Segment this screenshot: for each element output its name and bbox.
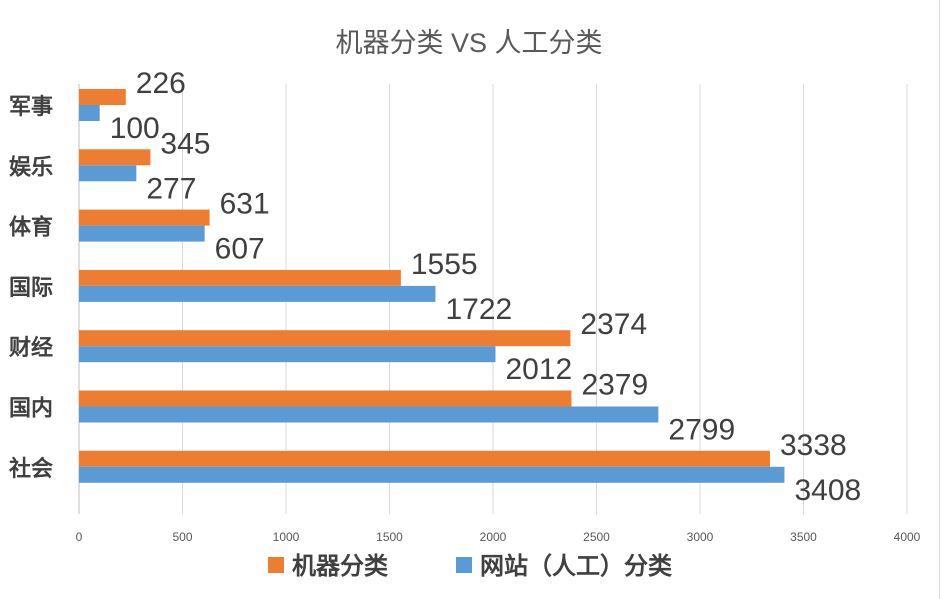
category-label: 社会 <box>9 456 53 481</box>
category-label: 娱乐 <box>9 154 53 179</box>
data-label-machine: 3338 <box>780 429 847 462</box>
data-label-machine: 2374 <box>580 308 647 341</box>
legend: 机器分类 网站（人工）分类 <box>268 553 673 580</box>
bar-machine <box>79 209 210 226</box>
legend-label: 网站（人工）分类 <box>480 553 673 580</box>
category-label: 体育 <box>9 215 53 240</box>
x-tick-label: 0 <box>76 530 83 544</box>
bar-website <box>79 165 137 182</box>
legend-swatch <box>456 557 472 573</box>
x-tick-label: 3000 <box>687 530 714 544</box>
bar-website <box>79 285 436 302</box>
category-label: 军事 <box>9 94 53 119</box>
data-label-machine: 345 <box>160 127 210 160</box>
data-label-machine: 2379 <box>581 369 648 402</box>
bar-machine <box>79 330 571 347</box>
data-label-machine: 1555 <box>411 248 478 281</box>
data-label-website: 3408 <box>794 474 861 507</box>
data-label-website: 100 <box>110 112 160 145</box>
x-tick-labels: 0 500 1000 1500 2000 2500 3000 3500 4000 <box>76 530 921 544</box>
chart-title: 机器分类 VS 人工分类 <box>335 28 602 58</box>
bar-machine <box>79 89 126 105</box>
bar-machine <box>79 390 572 407</box>
category-label: 国内 <box>9 396 53 421</box>
x-tick-label: 2000 <box>480 530 507 544</box>
data-label-website: 2012 <box>505 353 572 386</box>
bar-machine <box>79 269 401 286</box>
bar-website <box>79 225 205 242</box>
bar-website <box>79 466 785 483</box>
data-label-website: 607 <box>215 233 265 266</box>
data-label-machine: 226 <box>136 67 186 100</box>
bar-website <box>79 406 659 423</box>
x-tick-label: 1000 <box>273 530 300 544</box>
bar-website <box>79 105 100 121</box>
data-label-website: 2799 <box>668 414 735 447</box>
category-label: 国际 <box>9 275 53 300</box>
category-label: 财经 <box>9 335 53 360</box>
data-label-website: 1722 <box>445 293 512 326</box>
bar-machine <box>79 149 151 166</box>
x-tick-label: 1500 <box>376 530 403 544</box>
data-label-machine: 631 <box>220 188 270 221</box>
bar-website <box>79 346 496 363</box>
bar-machine <box>79 450 770 467</box>
legend-label: 机器分类 <box>292 553 389 580</box>
x-tick-label: 4000 <box>894 530 921 544</box>
data-label-website: 277 <box>146 172 196 205</box>
bars-group <box>79 89 785 483</box>
x-tick-label: 2500 <box>583 530 610 544</box>
legend-swatch <box>268 557 284 573</box>
x-tick-label: 500 <box>172 530 192 544</box>
x-tick-label: 3500 <box>790 530 817 544</box>
frame-edge <box>939 0 940 599</box>
